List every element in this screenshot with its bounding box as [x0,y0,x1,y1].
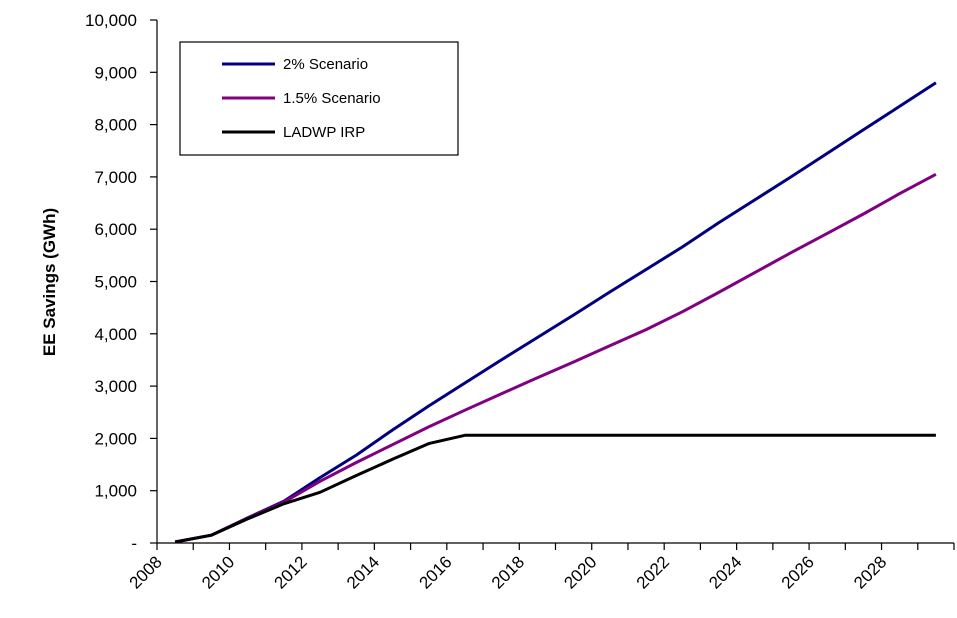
legend-label-1: 2% Scenario [283,56,368,73]
y-tick-label: 1,000 [94,482,137,501]
x-tick-label: 2010 [198,552,238,592]
x-tick-label: 2028 [850,552,890,592]
y-tick-label: 8,000 [94,116,137,135]
legend-label-3: LADWP IRP [283,124,365,141]
x-tick-label: 2018 [488,552,528,592]
y-tick-label: 3,000 [94,377,137,396]
y-tick-label: 9,000 [94,63,137,82]
legend: 2% Scenario 1.5% Scenario LADWP IRP [179,41,459,156]
y-tick-label: 7,000 [94,168,137,187]
series-line-3 [174,433,936,544]
x-tick-label: 2022 [633,552,673,592]
y-axis-label: EE Savings (GWh) [40,208,59,356]
y-tick-label: 4,000 [94,325,137,344]
x-ticks: 2008 2010 2012 2014 2016 2018 2020 2022 2024 2026… [126,543,955,593]
series-lines [174,81,937,544]
y-tick-label: - [131,534,137,553]
x-tick-label: 2012 [271,552,311,592]
x-tick-label: 2008 [126,552,166,592]
x-tick-label: 2026 [778,552,818,592]
series-line-1 [174,81,937,544]
y-tick-label: 2,000 [94,429,137,448]
y-tick-label: 10,000 [85,11,137,30]
legend-label-2: 1.5% Scenario [283,90,381,107]
y-tick-label: 5,000 [94,273,137,292]
y-ticks: - 1,000 2,000 3,000 4,000 5,000 6,000 7,000 8,00… [85,11,157,553]
x-tick-label: 2014 [343,552,383,592]
x-tick-label: 2016 [415,552,455,592]
series-line-2 [174,172,937,544]
x-tick-label: 2024 [705,552,745,592]
x-tick-label: 2020 [560,552,600,592]
y-tick-label: 6,000 [94,220,137,239]
